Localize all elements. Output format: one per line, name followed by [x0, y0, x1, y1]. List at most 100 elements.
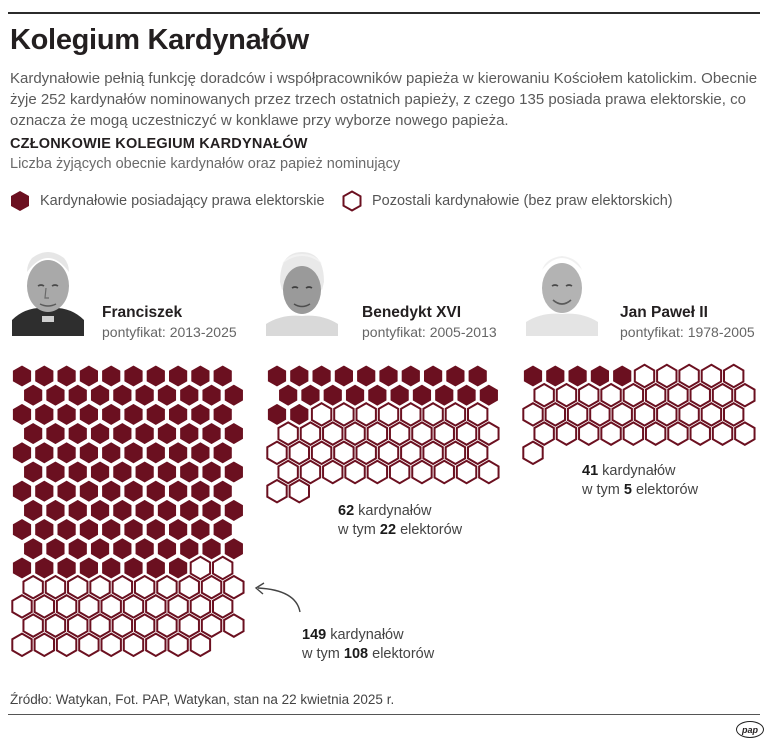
hexagon-franciszek-elector: [156, 421, 178, 446]
hexagon-franciszek-non-elector: [200, 574, 223, 600]
hexagon-franciszek-non-elector: [78, 632, 100, 658]
hexagon-jan-pawel-ii-non-elector: [544, 402, 566, 427]
hexagon-franciszek-elector: [33, 556, 55, 580]
pope-term-franciszek: pontyfikat: 2013-2025: [102, 324, 237, 340]
legend-others: Pozostali kardynałowie (bez praw elektor…: [342, 190, 673, 212]
portrait-benedykt-xvi: [266, 242, 338, 336]
hexagon-jan-pawel-ii-non-elector: [578, 382, 600, 408]
hexagon-benedykt-xvi-elector: [344, 383, 366, 408]
hexagon-benedykt-xvi-elector: [400, 364, 422, 388]
hexagon-franciszek-elector: [33, 517, 55, 542]
hexagon-franciszek-elector: [100, 440, 122, 465]
hexagon-franciszek-elector: [145, 440, 167, 465]
hexagon-franciszek-elector: [11, 517, 33, 542]
hexagon-franciszek-non-elector: [156, 574, 178, 600]
hexagon-franciszek-non-elector: [100, 594, 122, 619]
count-franciszek: 149 kardynałów w tym 108 elektorów: [302, 626, 434, 664]
hexagon-benedykt-xvi-non-elector: [433, 421, 455, 446]
hexagon-franciszek-elector: [134, 383, 155, 408]
hexagon-benedykt-xvi-non-elector: [366, 459, 389, 485]
hexagon-franciszek-non-elector: [189, 594, 212, 619]
hexagon-benedykt-xvi-non-elector: [299, 421, 322, 446]
pointer-arrow-head: [254, 582, 265, 595]
hexagon-franciszek-elector: [78, 479, 100, 504]
hexagon-franciszek-elector: [134, 498, 155, 523]
hexagon-benedykt-xvi-elector: [478, 383, 500, 408]
hexagon-franciszek-elector: [89, 383, 111, 408]
hexagon-franciszek-non-elector: [200, 613, 223, 638]
pope-term-jan-pawel-ii: pontyfikat: 1978-2005: [620, 324, 755, 340]
hexagon-jan-pawel-ii-non-elector: [589, 402, 611, 427]
hexagon-benedykt-xvi-non-elector: [266, 478, 288, 504]
hexagon-jan-pawel-ii-non-elector: [622, 421, 645, 446]
hexagon-jan-pawel-ii-non-elector: [600, 382, 622, 408]
hexagon-jan-pawel-ii-non-elector: [578, 421, 600, 446]
hexagon-jan-pawel-ii-non-elector: [667, 421, 689, 446]
hexagon-franciszek-non-elector: [223, 613, 245, 638]
hexagon-franciszek-elector: [22, 421, 44, 446]
hexagon-franciszek-elector: [56, 556, 77, 580]
hexagon-jan-pawel-ii-non-elector: [667, 382, 689, 408]
hexagon-franciszek-non-elector: [22, 574, 44, 600]
hexagon-jan-pawel-ii-non-elector: [678, 363, 700, 389]
portrait-franciszek: [12, 242, 84, 336]
hexagon-jan-pawel-ii-non-elector: [522, 440, 544, 466]
hexagon-franciszek-elector: [201, 536, 222, 561]
hexagon-franciszek-non-elector: [89, 574, 111, 600]
hexagon-franciszek-elector: [167, 479, 189, 504]
hexagon-benedykt-xvi-non-elector: [411, 421, 433, 446]
hexagon-franciszek-elector: [178, 383, 200, 408]
hexagon-jan-pawel-ii-non-elector: [711, 382, 734, 408]
hexagon-benedykt-xvi-non-elector: [355, 440, 377, 466]
hexagon-franciszek-elector: [212, 517, 233, 542]
hexagon-franciszek-non-elector: [145, 594, 167, 619]
hexagon-benedykt-xvi-non-elector: [422, 440, 444, 466]
hexagon-franciszek-elector: [100, 364, 122, 388]
hexagon-franciszek-elector: [156, 536, 178, 561]
hexagon-franciszek-elector: [167, 556, 189, 580]
hexagon-jan-pawel-ii-elector: [567, 364, 588, 388]
hexagon-franciszek-elector: [156, 383, 178, 408]
hexagon-franciszek-elector: [112, 421, 133, 446]
hexagon-franciszek-elector: [22, 498, 44, 523]
count-benedykt-xvi-electors-prefix: w tym: [338, 522, 376, 538]
hexagon-franciszek-elector: [178, 498, 200, 523]
hexagon-franciszek-elector: [123, 364, 144, 388]
hexagon-franciszek-elector: [145, 556, 167, 580]
hexagon-benedykt-xvi-non-elector: [277, 421, 299, 446]
hexagon-benedykt-xvi-elector: [411, 383, 433, 408]
hexagon-franciszek-non-elector: [145, 632, 167, 658]
hexagon-franciszek-elector: [223, 536, 245, 561]
hexagon-jan-pawel-ii-non-elector: [622, 382, 645, 408]
hexagon-franciszek-elector: [78, 440, 100, 465]
hexagon-franciszek-elector: [67, 498, 89, 523]
hexagon-franciszek-non-elector: [189, 555, 212, 581]
hexagon-franciszek-elector: [167, 402, 189, 427]
hexagon-franciszek-non-elector: [212, 555, 234, 581]
hexagon-franciszek-elector: [223, 421, 245, 446]
hexagon-franciszek-elector: [223, 498, 245, 523]
hexagon-benedykt-xvi-non-elector: [344, 421, 366, 446]
hexagon-benedykt-xvi-non-elector: [322, 421, 344, 446]
hexagon-franciszek-non-elector: [178, 574, 200, 600]
hexagon-franciszek-elector: [100, 479, 122, 504]
hexagon-franciszek-elector: [145, 479, 167, 504]
hexagon-benedykt-xvi-elector: [422, 364, 444, 388]
hexagon-benedykt-xvi-elector: [300, 383, 321, 408]
hexagon-franciszek-non-elector: [111, 574, 134, 600]
hexagon-benedykt-xvi-non-elector: [333, 402, 355, 427]
hexagon-franciszek-elector: [67, 421, 89, 446]
hexagon-franciszek-non-elector: [11, 632, 33, 658]
hexagon-franciszek-non-elector: [178, 613, 200, 638]
hexagon-franciszek-elector: [201, 421, 222, 446]
hexagon-jan-pawel-ii-non-elector: [555, 421, 578, 446]
count-benedykt-xvi-electors-suffix: elektorów: [400, 522, 463, 538]
hexagon-franciszek-elector: [145, 517, 167, 542]
hexagon-franciszek-elector: [100, 556, 122, 580]
hexagon-benedykt-xvi-elector: [333, 364, 355, 388]
hexagon-franciszek-elector: [11, 402, 33, 427]
hexagon-jan-pawel-ii-non-elector: [734, 421, 756, 446]
hexagon-franciszek-elector: [22, 536, 44, 561]
hexagon-franciszek-non-elector: [223, 574, 245, 600]
